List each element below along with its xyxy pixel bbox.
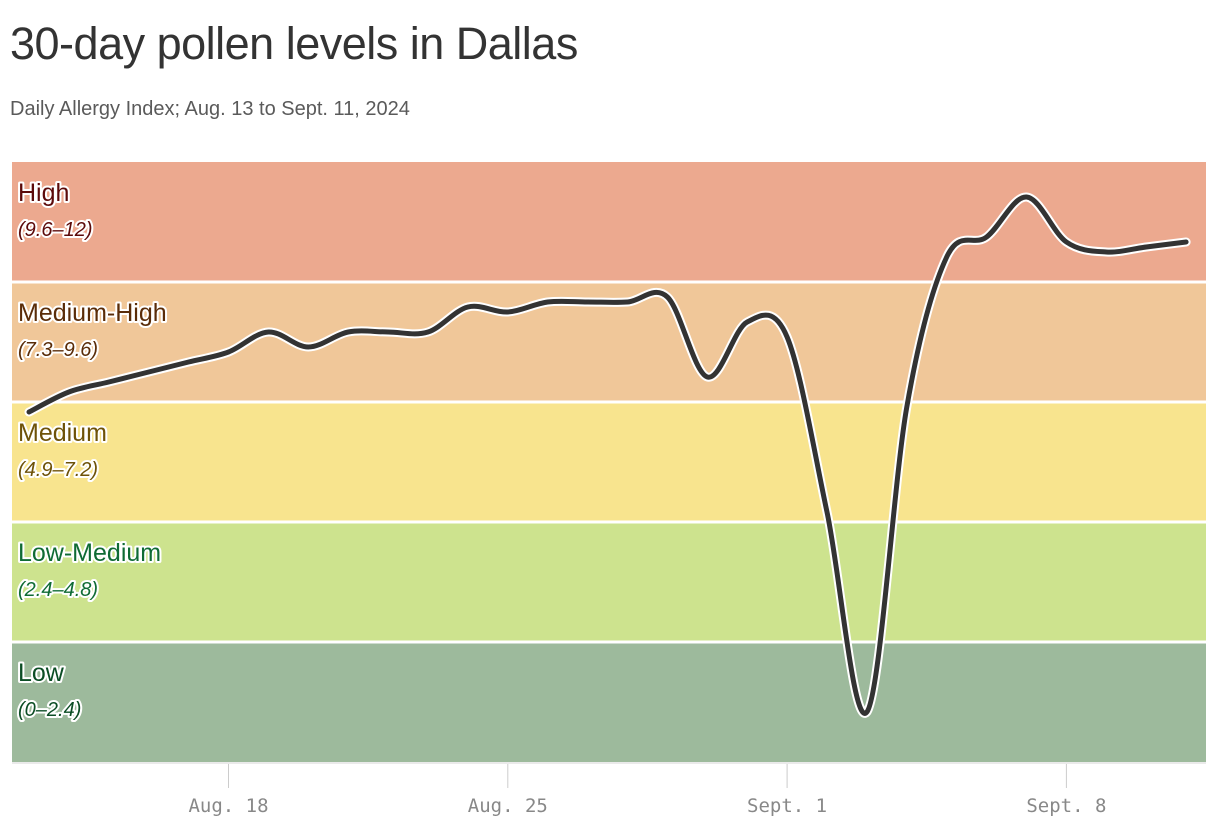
data-point [1104,250,1108,254]
data-point [705,375,709,379]
band-label-high: High [18,179,69,207]
data-point [147,370,151,374]
data-point [67,390,71,394]
x-tick-label: Aug. 18 [188,795,268,817]
series-line [26,194,1189,716]
data-point [745,320,749,324]
data-point [266,330,270,334]
band-range-low: (0–2.4) [18,699,81,721]
band-labels: High (9.6–12) Medium-High (7.3–9.6) Medium (4… [16,177,169,723]
data-point [546,300,550,304]
data-point [506,310,510,314]
data-point [27,410,31,414]
data-point [865,710,869,714]
band-label-low-medium: Low-Medium [18,539,161,567]
data-point [626,300,629,304]
data-point [586,300,590,304]
data-point [1025,195,1028,199]
chart-subtitle: Daily Allergy Index; Aug. 13 to Sept. 11… [10,98,410,120]
allergy-bands [12,162,1206,762]
band-label-medium: Medium [18,419,107,447]
data-point [107,380,111,384]
data-point [1064,240,1068,244]
data-point [905,405,909,409]
data-point [466,305,470,309]
data-point [985,235,989,239]
x-tick-label: Sept. 8 [1026,795,1106,817]
data-point [386,330,390,334]
band-range-low-medium: (2.4–4.8) [18,579,98,601]
chart-title: 30-day pollen levels in Dallas [10,18,578,69]
band-label-medium-high: Medium-High [18,299,167,327]
data-point [187,360,191,364]
x-tick-label: Sept. 1 [747,795,827,817]
data-point [227,350,230,354]
band-low [12,642,1206,762]
data-point [1184,240,1188,244]
band-medium [12,402,1206,522]
data-point [825,510,829,514]
x-axis: Aug. 18 Aug. 25 Sept. 1 Sept. 8 [12,762,1206,817]
data-point [426,330,430,334]
band-range-medium: (4.9–7.2) [18,459,98,481]
data-point [346,330,350,334]
band-range-high: (9.6–12) [18,219,93,241]
band-low-medium [12,522,1206,642]
data-point [306,345,310,349]
band-range-medium-high: (7.3–9.6) [18,339,98,361]
band-high [12,162,1206,282]
x-tick-label: Aug. 25 [468,795,548,817]
data-point [785,335,789,339]
data-point [665,295,669,299]
data-point [945,255,949,259]
band-label-low: Low [18,659,65,687]
data-point [1144,245,1148,249]
pollen-series [24,192,1191,718]
